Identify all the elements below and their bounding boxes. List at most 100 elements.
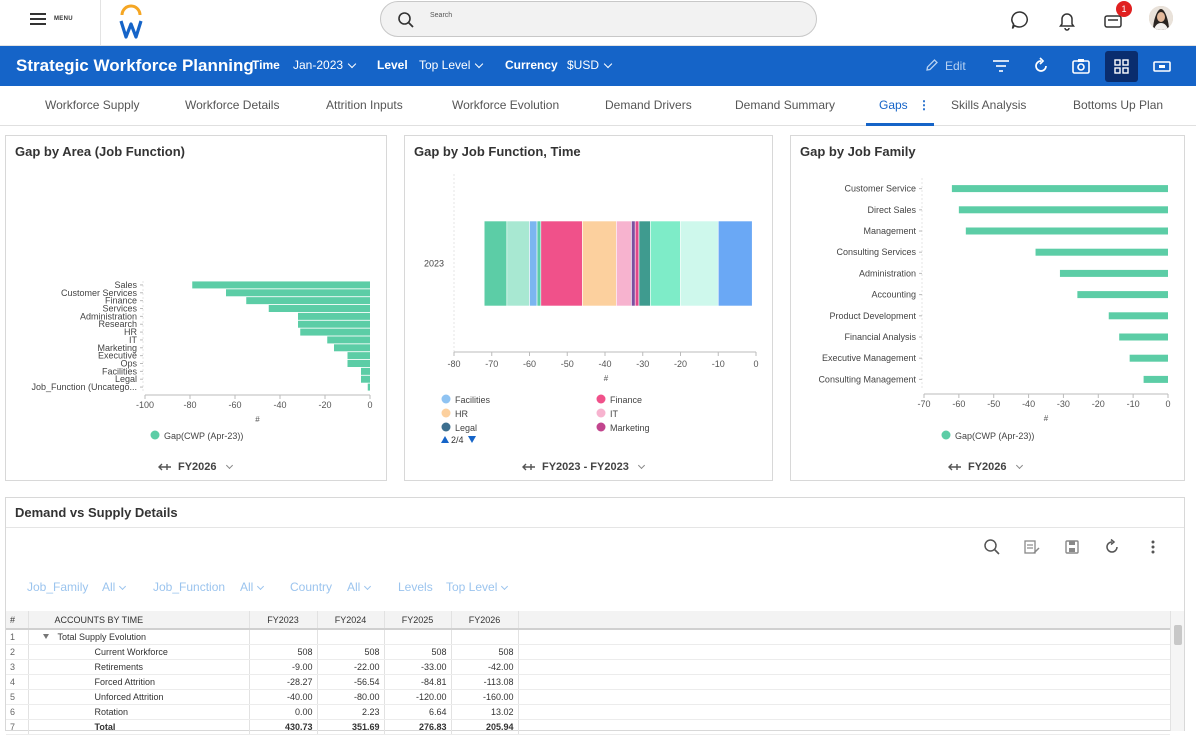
grid-cell[interactable]: -80.00 [317,689,385,705]
grid-cell[interactable]: 0.00 [249,704,318,720]
grid-cell[interactable]: 276.83 [384,719,452,735]
tab-workforce-details[interactable]: Workforce Details [185,98,280,112]
grid-cell[interactable]: 508 [249,644,318,660]
grid-cell[interactable]: -42.00 [451,659,519,675]
gap-by-area-panel: Gap by Area (Job Function) Sales Customer… [5,135,387,481]
grid-cell[interactable]: -84.81 [384,674,452,690]
redo-icon[interactable] [1103,538,1121,556]
grid-cell[interactable] [249,629,318,645]
legend-swatch [441,394,451,404]
grid-cell[interactable] [451,629,519,645]
column-header-fy2024[interactable]: FY2024 [317,611,385,630]
grid-cell[interactable]: 508 [451,644,519,660]
grid-cell[interactable]: 6.64 [384,704,452,720]
snapshot-icon[interactable] [1071,56,1091,76]
presentation-icon[interactable] [1152,56,1172,76]
table-row[interactable]: 2 Current Workforce 508 508 508 508 [6,644,1170,660]
avatar[interactable] [1149,6,1173,30]
grid-cell[interactable]: -9.00 [249,659,318,675]
legend-prev-icon[interactable] [441,436,449,443]
table-row[interactable]: 6 Rotation 0.00 2.23 6.64 13.02 [6,704,1170,720]
table-row[interactable]: 3 Retirements -9.00 -22.00 -33.00 -42.00 [6,659,1170,675]
chat-icon[interactable] [1009,9,1031,31]
divider [6,527,1184,528]
tab-demand-drivers[interactable]: Demand Drivers [605,98,692,112]
legend-label: Finance [610,395,642,405]
period-selector[interactable]: FY2026 [158,461,233,473]
inbox-icon[interactable] [1102,9,1124,31]
table-row[interactable]: 5 Unforced Attrition -40.00 -80.00 -120.00 -1… [6,689,1170,705]
tab-workforce-evolution[interactable]: Workforce Evolution [452,98,560,112]
grid-cell[interactable]: -22.00 [317,659,385,675]
level-selector[interactable]: Top Level [419,58,484,72]
legend-next-icon[interactable] [468,436,476,443]
grid-cell-empty [518,674,1170,690]
panel-title: Gap by Job Function, Time [414,144,581,159]
grid-cell[interactable]: -33.00 [384,659,452,675]
data-grid: # ACCOUNTS BY TIME FY2023 FY2024 FY2025 … [6,611,1184,735]
grid-cell[interactable]: -113.08 [451,674,519,690]
period-selector[interactable]: FY2026 [948,461,1023,473]
edit-grid-icon[interactable] [1023,538,1041,556]
chevron-down-icon [119,582,127,591]
grid-cell[interactable]: 430.73 [249,719,318,735]
grid-cell[interactable]: -160.00 [451,689,519,705]
row-number: 7 [6,719,29,735]
workday-logo[interactable] [118,4,144,40]
search-bar[interactable]: Search [380,1,817,37]
currency-selector[interactable]: $USD [567,58,613,72]
grid-cell[interactable]: 2.23 [317,704,385,720]
tab-attrition-inputs[interactable]: Attrition Inputs [326,98,403,112]
filter-job-family[interactable]: All [102,580,127,594]
grid-view-button[interactable] [1105,51,1138,82]
save-icon[interactable] [1063,538,1081,556]
row-number: 6 [6,704,29,720]
grid-cell[interactable]: -120.00 [384,689,452,705]
grid-cell[interactable]: 508 [384,644,452,660]
column-header-fy2026[interactable]: FY2026 [451,611,519,630]
tab-options-icon[interactable]: ⋮ [918,98,930,112]
tab-workforce-supply[interactable]: Workforce Supply [45,98,140,112]
collapse-icon[interactable] [42,633,49,639]
menu-button[interactable]: MENU [30,13,73,25]
filter-icon[interactable] [991,56,1011,76]
filter-levels[interactable]: Top Level [446,580,509,594]
filter-job-function[interactable]: All [240,580,265,594]
grid-cell[interactable] [317,629,385,645]
grid-cell[interactable]: 205.94 [451,719,519,735]
refresh-icon[interactable] [1031,56,1051,76]
chevron-down-icon [637,461,645,469]
period-selector[interactable]: FY2023 - FY2023 [522,461,645,473]
search-icon[interactable] [983,538,1001,556]
table-row[interactable]: 4 Forced Attrition -28.27 -56.54 -84.81 -113.… [6,674,1170,690]
x-tick-label: -30 [636,359,649,369]
grid-cell[interactable] [384,629,452,645]
grid-cell[interactable]: 508 [317,644,385,660]
bar [347,352,370,360]
edit-button[interactable]: Edit [925,58,966,73]
time-selector[interactable]: Jan-2023 [293,58,357,72]
table-row[interactable]: 1 Total Supply Evolution [6,629,1170,645]
tab-gaps[interactable]: Gaps [879,98,908,112]
tab-bottoms-up-plan[interactable]: Bottoms Up Plan [1073,98,1164,112]
tab-demand-summary[interactable]: Demand Summary [735,98,836,112]
column-header-fy2023[interactable]: FY2023 [249,611,318,630]
scroll-thumb[interactable] [1174,625,1182,645]
x-tick-label: -50 [987,399,1000,409]
tab-skills-analysis[interactable]: Skills Analysis [951,98,1027,112]
more-options-icon[interactable] [1144,538,1162,556]
chevron-down-icon [364,582,372,591]
grid-cell[interactable]: -40.00 [249,689,318,705]
bell-icon[interactable] [1056,9,1078,31]
column-header-fy2025[interactable]: FY2025 [384,611,452,630]
column-header-accounts[interactable]: ACCOUNTS BY TIME [28,611,250,630]
vertical-scrollbar[interactable] [1170,611,1184,731]
grid-cell[interactable]: -56.54 [317,674,385,690]
grid-cell[interactable]: 13.02 [451,704,519,720]
grid-cell[interactable]: 351.69 [317,719,385,735]
grid-cell[interactable]: -28.27 [249,674,318,690]
filter-country[interactable]: All [347,580,372,594]
table-row[interactable]: 7 Total 430.73 351.69 276.83 205.94 [6,719,1170,735]
x-tick-label: 0 [1165,399,1170,409]
x-tick-label: -30 [1057,399,1070,409]
